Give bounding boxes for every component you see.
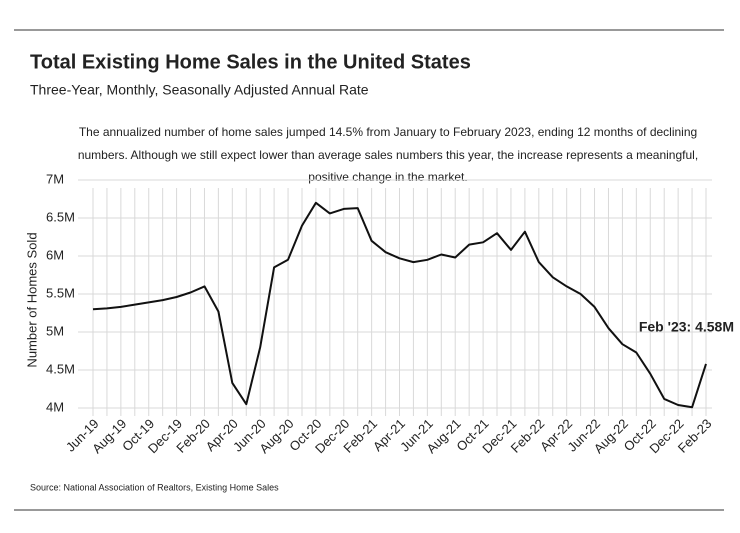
annotation: Feb '23: 4.58M [639,319,734,335]
y-tick-label: 7M [46,171,64,186]
description: numbers. Although we still expect lower … [78,148,698,162]
y-axis-title: Number of Homes Sold [24,232,39,367]
y-tick-label: 6M [46,247,64,262]
source: Source: National Association of Realtors… [30,482,279,492]
y-tick-label: 5.5M [46,285,75,300]
chart-subtitle: Three-Year, Monthly, Seasonally Adjusted… [30,82,369,98]
y-tick-label: 6.5M [46,209,75,224]
description: positive change in the market. [308,170,467,184]
data-line [92,201,707,409]
y-tick-label: 4.5M [46,361,75,376]
y-tick-label: 4M [46,399,64,414]
description: The annualized number of home sales jump… [79,125,697,139]
y-tick-label: 5M [46,323,64,338]
chart-title: Total Existing Home Sales in the United … [30,51,471,73]
